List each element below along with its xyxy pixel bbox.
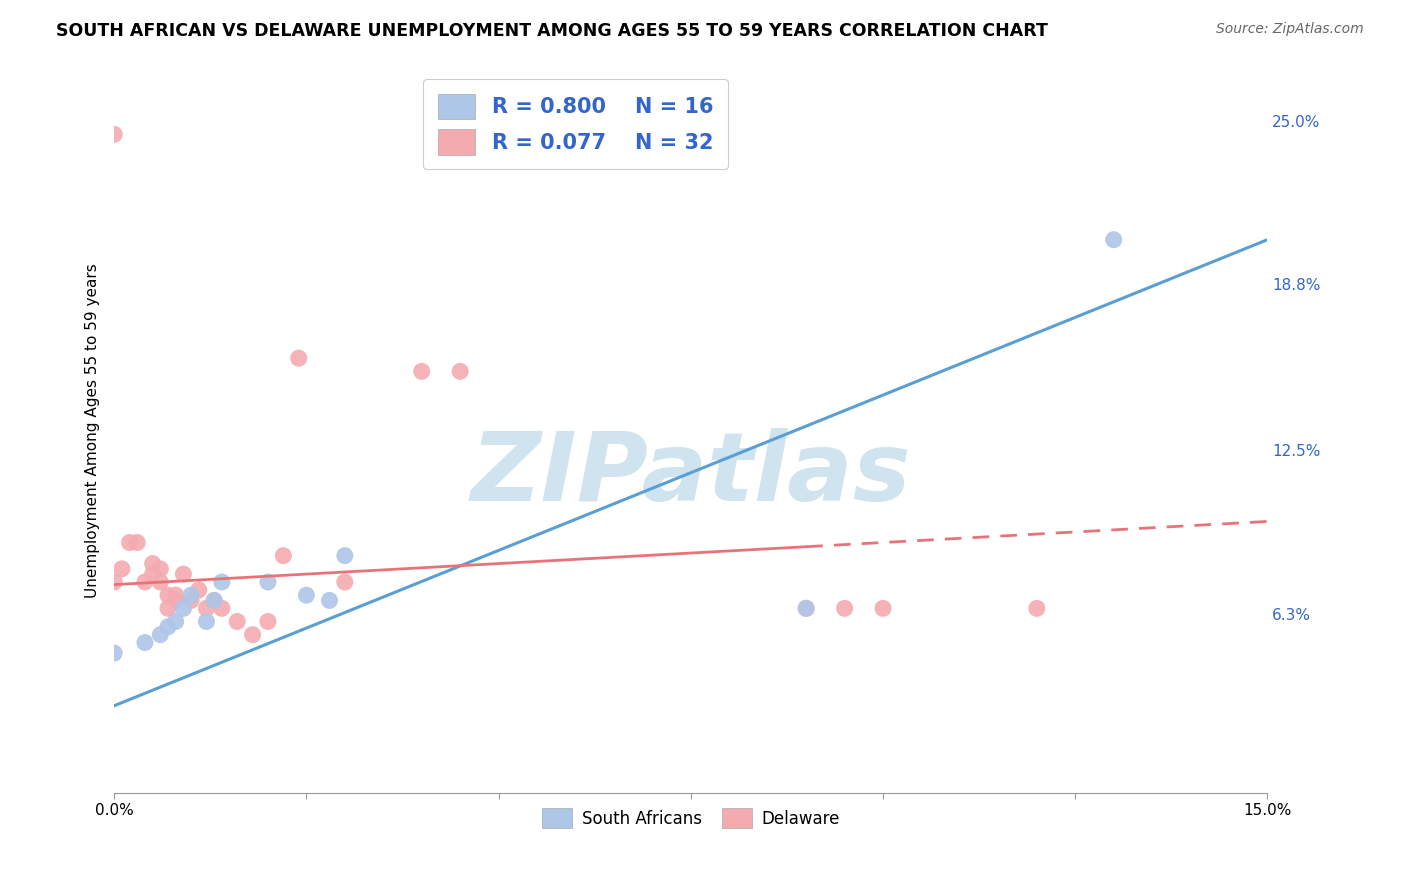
Legend: South Africans, Delaware: South Africans, Delaware <box>534 801 846 835</box>
Point <box>273 549 295 563</box>
Point <box>257 615 280 629</box>
Point <box>156 601 179 615</box>
Point <box>149 628 172 642</box>
Point <box>834 601 856 615</box>
Point <box>127 535 149 549</box>
Text: SOUTH AFRICAN VS DELAWARE UNEMPLOYMENT AMONG AGES 55 TO 59 YEARS CORRELATION CHA: SOUTH AFRICAN VS DELAWARE UNEMPLOYMENT A… <box>56 22 1047 40</box>
Point <box>134 635 156 649</box>
Point <box>318 593 340 607</box>
Point <box>226 615 249 629</box>
Point <box>1025 601 1047 615</box>
Point <box>202 593 225 607</box>
Point <box>142 557 165 571</box>
Point <box>449 364 471 378</box>
Point <box>257 574 280 589</box>
Point <box>195 601 218 615</box>
Point <box>287 351 309 366</box>
Point <box>333 549 356 563</box>
Point <box>180 593 202 607</box>
Point <box>195 615 218 629</box>
Point <box>794 601 817 615</box>
Point <box>165 615 187 629</box>
Point <box>794 601 817 615</box>
Text: Source: ZipAtlas.com: Source: ZipAtlas.com <box>1216 22 1364 37</box>
Point <box>295 588 318 602</box>
Point <box>142 567 165 582</box>
Point <box>242 628 264 642</box>
Point <box>211 574 233 589</box>
Point <box>156 620 179 634</box>
Point <box>872 601 894 615</box>
Point <box>172 601 194 615</box>
Point <box>1102 233 1125 247</box>
Point <box>411 364 433 378</box>
Point <box>134 574 156 589</box>
Point <box>156 588 179 602</box>
Point <box>211 601 233 615</box>
Point <box>103 574 125 589</box>
Point <box>111 562 134 576</box>
Point <box>103 128 125 142</box>
Point <box>149 562 172 576</box>
Point <box>165 593 187 607</box>
Point <box>172 567 194 582</box>
Text: ZIPatlas: ZIPatlas <box>471 427 911 521</box>
Point <box>202 593 225 607</box>
Point <box>180 588 202 602</box>
Point <box>333 574 356 589</box>
Point <box>187 582 209 597</box>
Y-axis label: Unemployment Among Ages 55 to 59 years: Unemployment Among Ages 55 to 59 years <box>86 263 100 598</box>
Point <box>118 535 141 549</box>
Point <box>165 588 187 602</box>
Point <box>103 646 125 660</box>
Point <box>149 574 172 589</box>
